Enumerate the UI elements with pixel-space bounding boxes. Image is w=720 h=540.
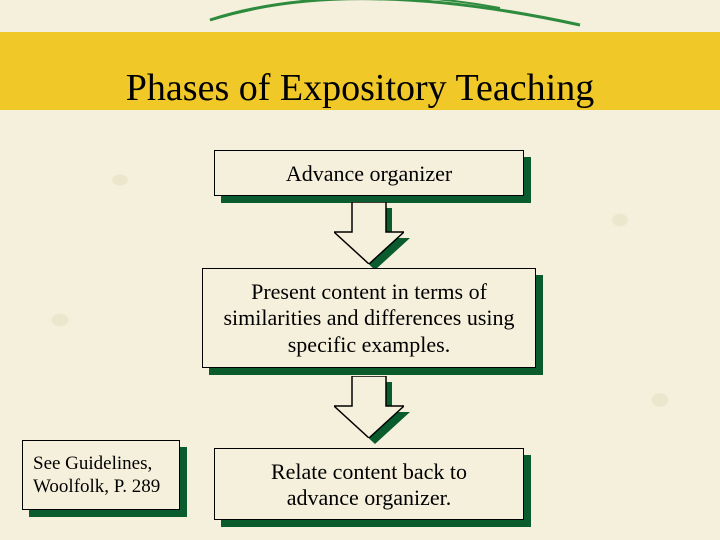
title-band: Phases of Expository Teaching — [0, 32, 720, 110]
phase-box-3-text: Relate content back to advance organizer… — [271, 459, 467, 510]
citation-line1: See Guidelines, — [33, 453, 152, 474]
phase-box-2: Present content in terms of similarities… — [202, 268, 536, 368]
arrow-1 — [334, 202, 410, 270]
phase-box-1: Advance organizer — [214, 150, 524, 196]
citation-line2: Woolfolk, P. 289 — [33, 476, 160, 497]
arrow-2 — [334, 376, 410, 444]
citation-box: See Guidelines, Woolfolk, P. 289 — [22, 440, 180, 510]
phase-box-1-text: Advance organizer — [286, 161, 452, 186]
arrow-1-icon — [334, 202, 404, 264]
page-title: Phases of Expository Teaching — [126, 69, 594, 109]
phase-box-3: Relate content back to advance organizer… — [214, 448, 524, 520]
phase-box-2-text: Present content in terms of similarities… — [223, 279, 514, 357]
arrow-2-icon — [334, 376, 404, 438]
